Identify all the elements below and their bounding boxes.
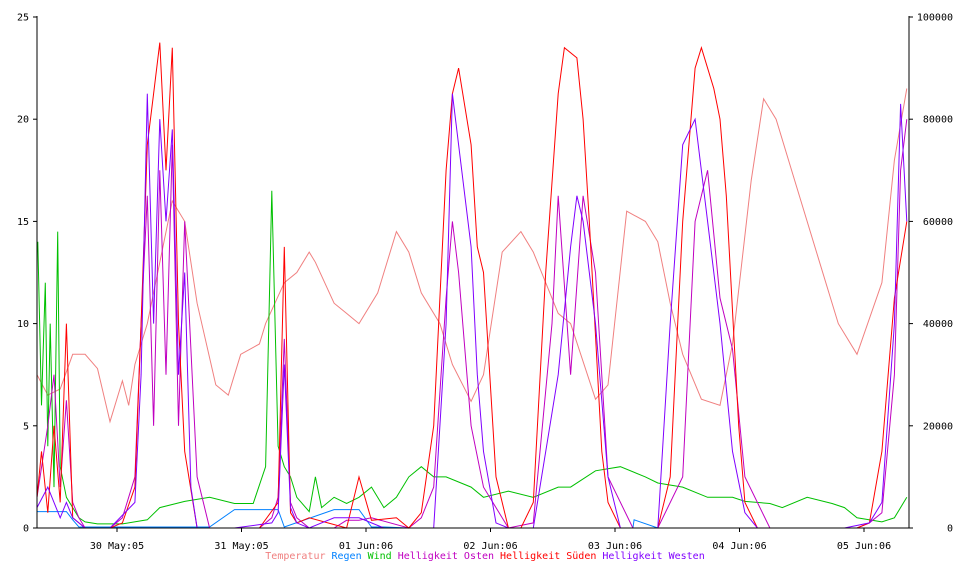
series-line-helligkeit-s-den [36,42,908,529]
legend-item-wind: Wind [367,551,392,562]
x-tick-label: 30 May:05 [90,541,144,552]
x-tick-label: 31 May:05 [214,541,268,552]
series-line-helligkeit-westen [36,93,908,529]
right-tick-label: 20000 [923,421,953,432]
right-tick-label: 80000 [923,115,953,126]
right-tick-label: 0 [947,524,953,535]
legend-item-regen: Regen [331,551,362,562]
left-tick-label: 0 [23,524,29,535]
right-tick-label: 60000 [923,217,953,228]
left-tick-label: 20 [17,115,29,126]
legend-item-helligkeit-s-den: Helligkeit Süden [500,551,597,562]
legend-item-temperatur: Temperatur [265,551,326,562]
left-tick-label: 25 [17,13,29,24]
right-tick-label: 40000 [923,319,953,330]
series-line-regen [37,509,907,529]
series-line-wind [36,190,908,525]
series-layer [36,42,908,529]
left-tick-label: 5 [23,421,29,432]
left-tick-label: 10 [17,319,29,330]
legend-item-helligkeit-westen: Helligkeit Westen [602,551,705,562]
legend: Temperatur Regen Wind Helligkeit Osten Helli… [0,551,970,562]
legend-item-helligkeit-osten: Helligkeit Osten [397,551,495,562]
series-line-temperatur [36,88,908,424]
x-tick-label: 04 Jun:06 [712,541,766,552]
x-tick-label: 03 Jun:06 [588,541,642,552]
axes-layer: 0 5 10 15 20 25 0 20000 40000 60000 80000 100000 30 … [17,13,953,553]
left-tick-label: 15 [17,217,29,228]
x-tick-label: 02 Jun:06 [463,541,517,552]
x-tick-label: 05 Jun:06 [837,541,891,552]
series-line-helligkeit-osten [36,119,908,529]
x-tick-label: 01 Jun:06 [339,541,393,552]
right-tick-label: 100000 [917,13,953,24]
